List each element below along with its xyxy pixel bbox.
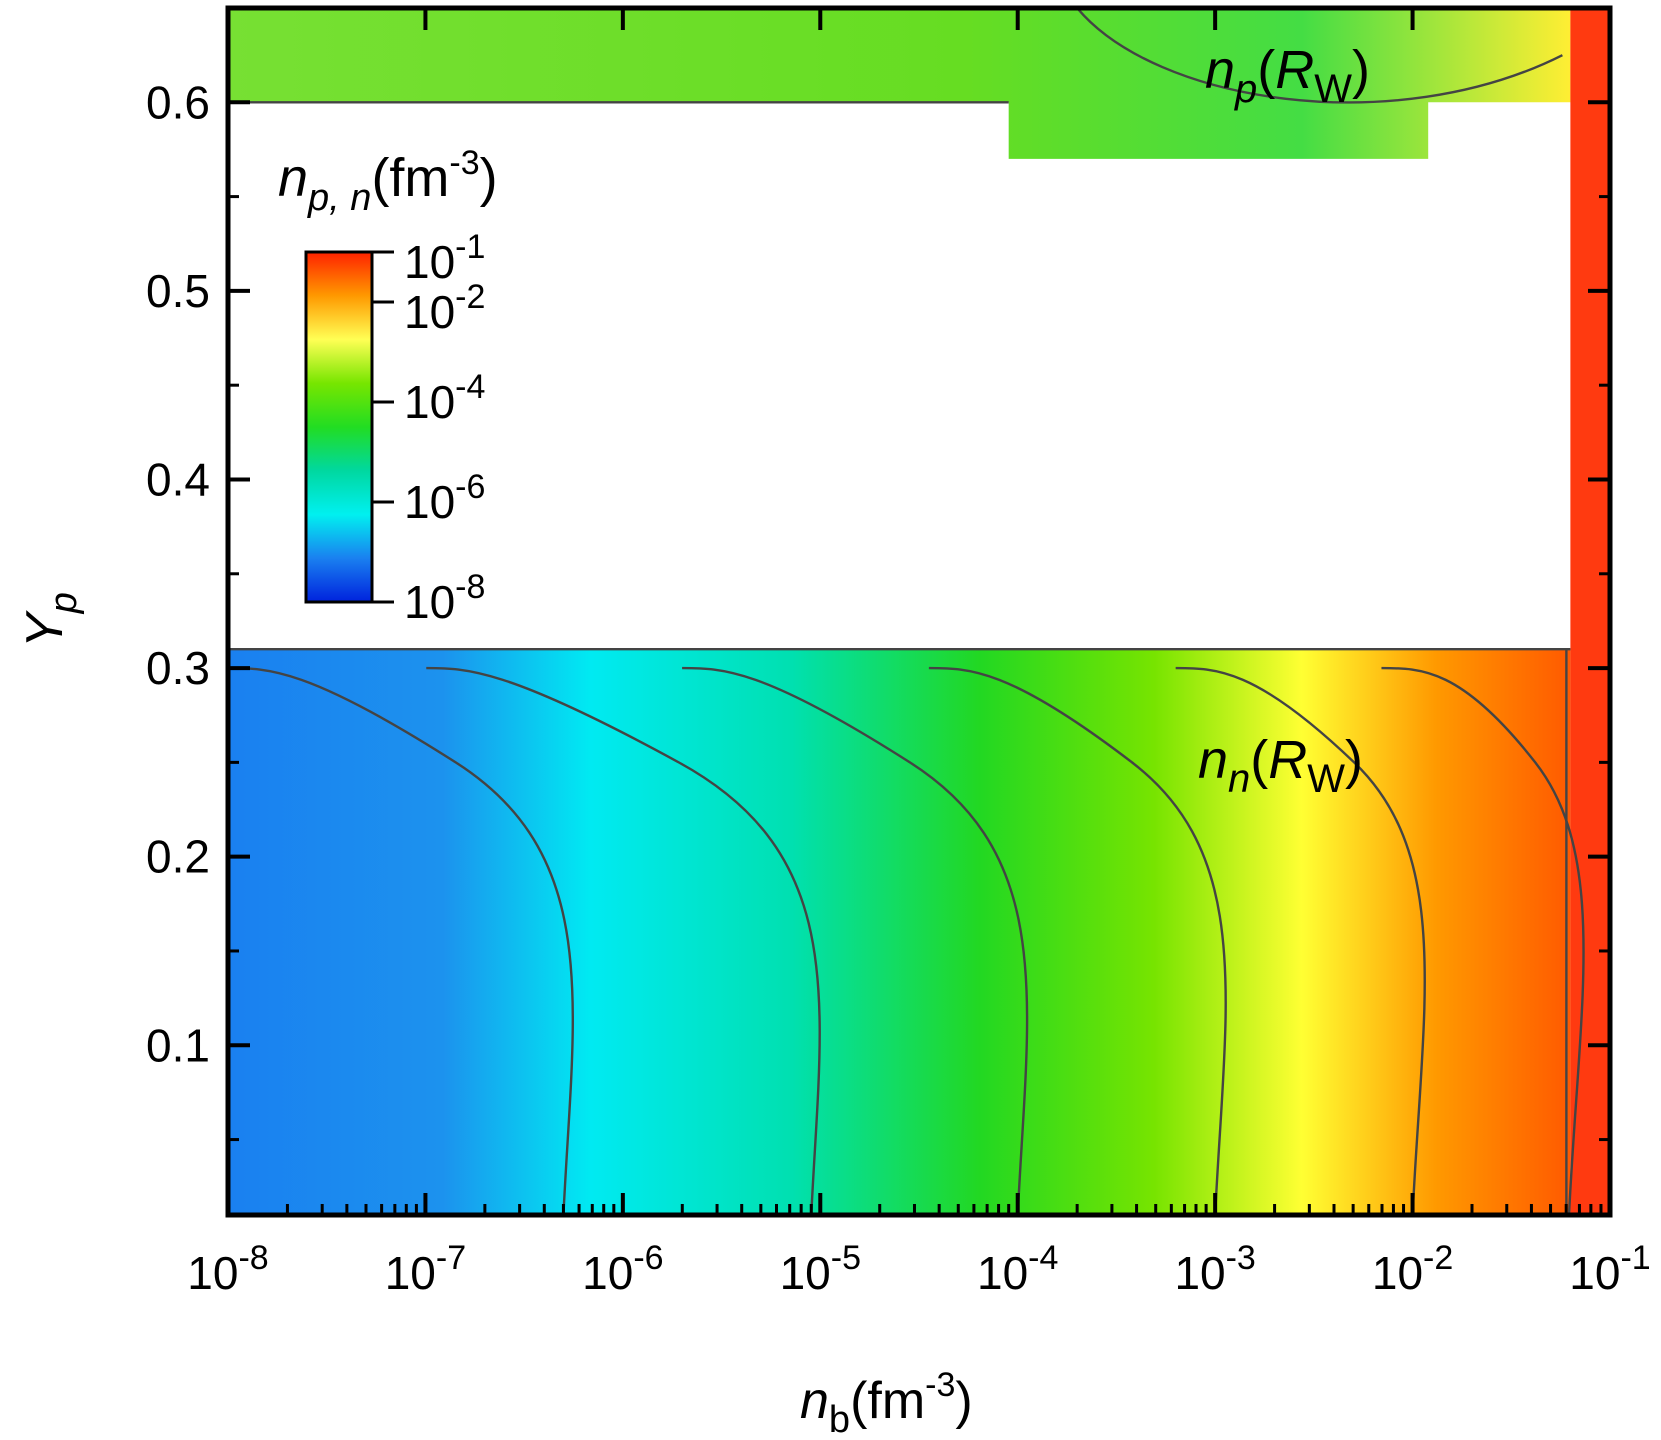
colorbar-tick-label: 10-8 (404, 568, 485, 628)
contour-lines (228, 8, 1585, 1215)
svg-text:np(RW): np(RW) (1205, 40, 1370, 111)
x-axis-title: nb(fm-3) (800, 1366, 973, 1440)
x-axis-title-sup: -3 (925, 1366, 955, 1404)
lower-region-nn (228, 649, 1571, 1215)
x-tick-label: 10-4 (977, 1239, 1058, 1299)
y-tick-label: 0.3 (146, 642, 210, 694)
region-label-nn-main: n (1198, 730, 1228, 790)
colorbar-title-sub: p, n (307, 177, 371, 219)
colorbar-ticks: 10-110-2 10-4 10-6 10-8 (372, 228, 485, 628)
x-axis-title-unit: (fm (850, 1372, 925, 1430)
colorbar-title-unit: (fm (371, 148, 449, 208)
region-label-np-arg: R (1275, 40, 1314, 100)
upper-region-np (228, 8, 1571, 159)
colorbar: np, n(fm-3) 10-110-2 10-4 10-6 10-8 (278, 144, 498, 628)
contour-line (1381, 666, 1585, 1215)
region-label-nn: nn(RW) (1198, 730, 1363, 801)
y-tick-label: 0.2 (146, 831, 210, 883)
x-axis-title-main: n (800, 1372, 829, 1430)
svg-text:Yp: Yp (16, 592, 85, 648)
y-tick-label: 0.5 (146, 265, 210, 317)
colorbar-title-sup: -3 (449, 144, 479, 182)
y-tick-label: 0.1 (146, 1019, 210, 1071)
plot-area (228, 8, 1610, 1215)
plot-frame (225, 5, 1613, 1218)
x-tick-label: 10-6 (582, 1239, 663, 1299)
region-label-nn-sub: n (1228, 757, 1250, 801)
x-tick-label: 10-5 (780, 1239, 861, 1299)
contour-line (228, 666, 574, 1215)
x-tick-label: 10-3 (1174, 1239, 1255, 1299)
x-tick-label: 10-1 (1569, 1239, 1650, 1299)
y-tick-label: 0.4 (146, 453, 210, 505)
contour-line (1175, 666, 1426, 1215)
colorbar-title-main: n (278, 148, 308, 208)
y-axis-title-main: Y (16, 610, 74, 648)
y-axis-title-sub: p (43, 592, 85, 614)
y-ticks: 0.1 0.2 0.3 0.4 0.5 0.6 (146, 76, 1610, 1142)
region-label-np-main: n (1205, 40, 1235, 100)
svg-text:nn(RW): nn(RW) (1198, 730, 1363, 801)
contour-line (928, 666, 1227, 1215)
x-tick-label: 10-8 (187, 1239, 268, 1299)
contour-line (1076, 8, 1563, 104)
region-label-np-sub: p (1234, 67, 1257, 111)
x-axis-title-sub: b (829, 1399, 850, 1440)
x-tick-label: 10-7 (385, 1239, 466, 1299)
contour-line (426, 666, 821, 1215)
svg-text:np, n(fm-3): np, n(fm-3) (278, 144, 498, 219)
x-axis-title-close: ) (955, 1372, 972, 1430)
y-axis-title: Yp (16, 592, 85, 648)
region-label-nn-arg: R (1268, 730, 1307, 790)
colorbar-tick-label: 10-6 (404, 468, 485, 528)
colorbar-tick-label: 10-4 (404, 368, 485, 428)
svg-text:nb(fm-3): nb(fm-3) (800, 1366, 973, 1440)
x-tick-label: 10-2 (1372, 1239, 1453, 1299)
region-label-np: np(RW) (1205, 40, 1370, 111)
high-density-strip (1570, 8, 1610, 1215)
colorbar-title: np, n(fm-3) (278, 144, 498, 219)
colorbar-tick-label: 10-2 (404, 278, 485, 338)
x-ticks: 10-8 10-7 10-6 10-5 10-4 10-3 10-2 10-1 (187, 8, 1651, 1299)
region-label-np-arg-sub: W (1314, 67, 1352, 111)
colorbar-title-close: ) (480, 148, 498, 208)
colorbar-tick-label: 10-1 (404, 228, 485, 288)
contour-line (682, 666, 1029, 1215)
y-tick-label: 0.6 (146, 76, 210, 128)
region-label-nn-arg-sub: W (1307, 757, 1345, 801)
colorbar-gradient (304, 250, 374, 604)
